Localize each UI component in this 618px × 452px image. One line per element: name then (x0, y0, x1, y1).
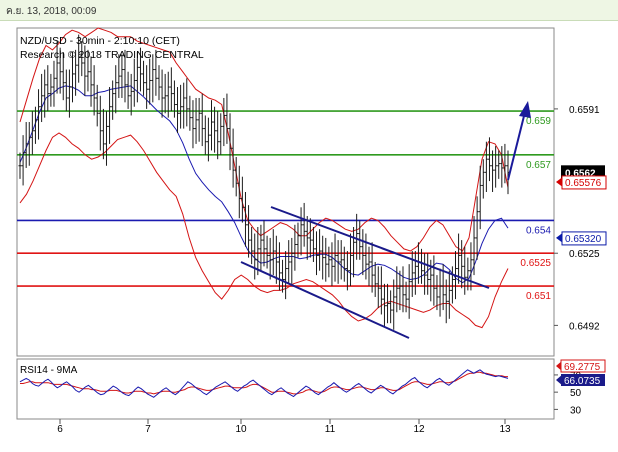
x-tick-label: 12 (413, 424, 425, 435)
rsi-tick-label: 50 (570, 388, 582, 399)
level-label: 0.651 (526, 291, 551, 302)
top-status-bar: ค.ย. 13, 2018, 00:09 (0, 0, 618, 21)
forecast-arrow (507, 111, 526, 181)
price-marker-label: 0.65576 (565, 178, 602, 189)
x-axis: 6 7 10 11 12 13 (57, 419, 511, 435)
x-tick-label: 6 (57, 424, 63, 435)
level-label: 0.657 (526, 160, 551, 171)
rsi-ma-line (20, 371, 508, 395)
channel-lower (240, 261, 410, 339)
rsi-ma-box (560, 359, 606, 373)
rsi-ma-value: 69.2775 (564, 362, 601, 373)
x-tick-label: 13 (499, 424, 511, 435)
channel-upper (270, 206, 490, 289)
candlestick-series (18, 34, 510, 330)
price-marker-label: 0.65320 (565, 234, 602, 245)
level-label: 0.659 (526, 116, 551, 127)
level-label: 0.654 (526, 225, 551, 236)
price-marker-box (561, 231, 607, 246)
y-tick-label: 0.6591 (569, 105, 600, 116)
rsi-label: RSI14 - 9MA (20, 365, 78, 376)
level-label: 0.6525 (520, 258, 551, 269)
rsi-line (19, 369, 509, 398)
rsi-tick-label: 30 (570, 405, 582, 416)
trend-channel (240, 101, 531, 339)
y-tick-label: 0.6525 (569, 249, 600, 260)
x-tick-label: 11 (325, 424, 336, 435)
price-marker-box (561, 175, 607, 190)
timestamp-label: ค.ย. 13, 2018, 00:09 (6, 6, 97, 17)
rsi-box (561, 374, 605, 386)
bollinger-lower (19, 132, 509, 329)
rsi-value: 66.0735 (564, 376, 601, 387)
current-price-label: 0.6562 (565, 168, 596, 179)
x-tick-label: 10 (235, 424, 247, 435)
main-panel-frame (16, 27, 555, 420)
chart-title: NZD/USD - 30min - 2:10:10 (CET) (20, 35, 180, 47)
chart-subtitle: Research © 2018 TRADING CENTRAL (20, 49, 204, 61)
x-tick-label: 7 (145, 424, 151, 435)
arrow-head (519, 101, 531, 118)
y-tick-label: 0.6492 (569, 321, 600, 332)
